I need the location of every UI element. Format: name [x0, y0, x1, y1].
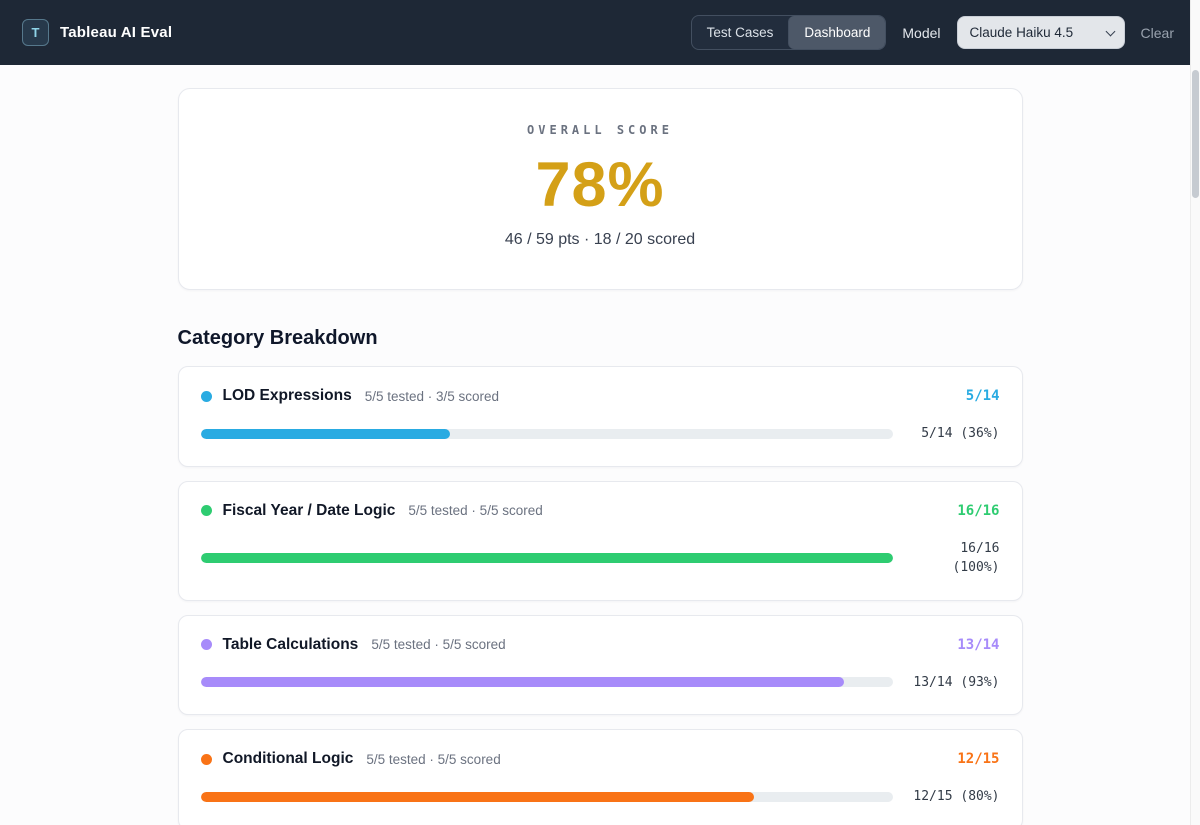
progress-bar-track [200, 677, 893, 688]
progress-bar-fill [200, 428, 450, 439]
category-list: LOD Expressions 5/5 tested · 3/5 scored … [177, 366, 1023, 825]
model-select-wrap: Claude Haiku 4.5 [956, 16, 1125, 49]
category-name: Table Calculations [222, 635, 359, 653]
category-card: LOD Expressions 5/5 tested · 3/5 scored … [177, 366, 1023, 467]
category-card: Conditional Logic 5/5 tested · 5/5 score… [177, 729, 1023, 825]
category-bar-row: 16/16 (100%) [200, 539, 1000, 578]
scrollbar-track[interactable] [1190, 0, 1200, 825]
dashboard-main: OVERALL SCORE 78% 46 / 59 pts · 18 / 20 … [177, 65, 1023, 825]
overall-score-label: OVERALL SCORE [527, 123, 673, 137]
category-tested-text: 5/5 tested · 3/5 scored [364, 388, 500, 404]
category-dot-icon [200, 390, 212, 402]
category-stat: 13/14 (93%) [913, 674, 1000, 690]
tab-test-cases[interactable]: Test Cases [692, 16, 789, 49]
tab-dashboard[interactable]: Dashboard [788, 16, 886, 49]
category-tested-text: 5/5 tested · 5/5 scored [371, 637, 506, 652]
overall-score-value: 78% [535, 150, 665, 220]
category-header: LOD Expressions 5/5 tested · 3/5 scored … [200, 387, 1000, 405]
category-tested-text: 5/5 tested · 5/5 scored [408, 503, 543, 518]
model-label: Model [902, 24, 941, 41]
scrollbar-thumb[interactable] [1192, 70, 1199, 198]
category-name: LOD Expressions [222, 387, 352, 404]
category-fraction: 5/14 [965, 388, 1000, 404]
category-header: Conditional Logic 5/5 tested · 5/5 score… [200, 750, 1000, 768]
category-bar-row: 13/14 (93%) [200, 673, 1000, 693]
app-logo: T [22, 19, 49, 46]
overall-score-card: OVERALL SCORE 78% 46 / 59 pts · 18 / 20 … [177, 88, 1023, 290]
clear-button[interactable]: Clear [1140, 24, 1174, 41]
category-header: Fiscal Year / Date Logic 5/5 tested · 5/… [200, 501, 1000, 520]
top-bar: T Tableau AI Eval Test Cases Dashboard M… [0, 0, 1200, 65]
category-header: Table Calculations 5/5 tested · 5/5 scor… [200, 635, 1000, 654]
progress-bar-fill [200, 791, 755, 802]
progress-bar-fill [200, 677, 845, 688]
category-dot-icon [200, 505, 212, 516]
category-stat: 12/15 (80%) [913, 789, 1000, 804]
category-name: Conditional Logic [222, 750, 354, 767]
category-dot-icon [200, 639, 212, 650]
progress-bar-fill [200, 553, 893, 563]
category-fraction: 13/14 [957, 636, 1000, 653]
category-stat: 16/16 (100%) [952, 540, 1000, 576]
progress-bar-track [200, 553, 893, 563]
category-card: Fiscal Year / Date Logic 5/5 tested · 5/… [177, 480, 1023, 601]
progress-bar-track [200, 791, 893, 802]
category-card: Table Calculations 5/5 tested · 5/5 scor… [177, 614, 1023, 715]
progress-bar-track [200, 428, 893, 439]
topbar-controls: Test Cases Dashboard Model Claude Haiku … [690, 15, 1174, 50]
app-title: Tableau AI Eval [60, 24, 173, 41]
category-name: Fiscal Year / Date Logic [222, 501, 396, 519]
view-tab-group: Test Cases Dashboard [690, 15, 887, 50]
category-bar-row: 5/14 (36%) [200, 424, 1000, 444]
model-select[interactable]: Claude Haiku 4.5 [956, 16, 1125, 49]
overall-score-detail: 46 / 59 pts · 18 / 20 scored [504, 231, 696, 248]
category-breakdown-title: Category Breakdown [177, 327, 378, 349]
category-fraction: 16/16 [957, 502, 1000, 519]
category-stat: 5/14 (36%) [921, 426, 1000, 441]
category-bar-row: 12/15 (80%) [200, 787, 1000, 807]
brand: T Tableau AI Eval [22, 19, 172, 46]
category-dot-icon [200, 753, 212, 765]
category-tested-text: 5/5 tested · 5/5 scored [366, 751, 501, 767]
category-fraction: 12/15 [957, 751, 1000, 767]
